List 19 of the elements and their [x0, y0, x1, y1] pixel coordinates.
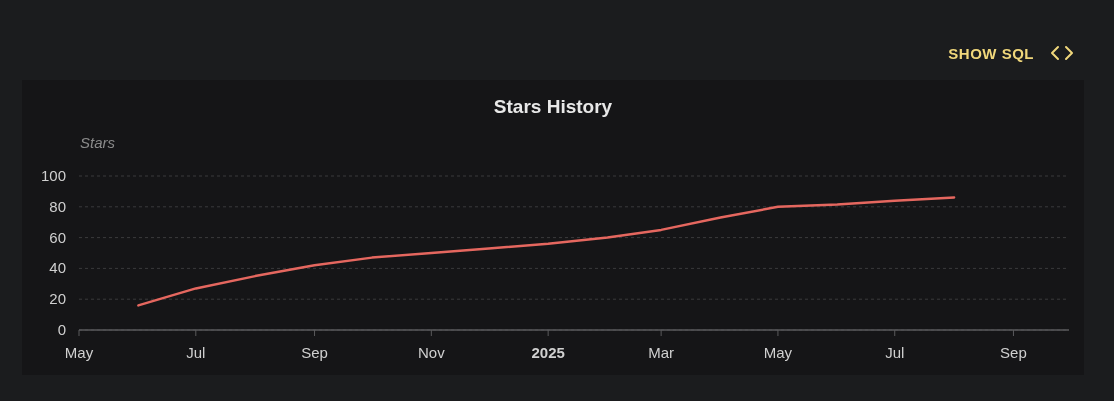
x-tick-label: Sep [1000, 344, 1027, 361]
y-tick-label: 0 [57, 321, 66, 338]
x-tick-label: Sep [301, 344, 328, 361]
x-tick-label: 2025 [531, 344, 565, 361]
line-series [137, 196, 956, 307]
y-tick-label: 100 [40, 167, 66, 184]
y-tick-label: 80 [49, 197, 66, 215]
x-tick-label: Jul [186, 344, 206, 361]
x-tick-label: May [763, 344, 793, 361]
x-tick-label: Mar [648, 344, 675, 361]
y-tick-label: 40 [49, 259, 66, 277]
chart-title: Stars History [493, 96, 613, 117]
y-axis-title: Stars [80, 134, 116, 151]
y-tick-label: 20 [49, 290, 66, 308]
x-tick-label: Nov [418, 344, 446, 361]
text: SHOW SQL [948, 45, 1034, 62]
x-tick-label: May [64, 344, 94, 361]
x-tick-label: Jul [885, 344, 905, 361]
y-tick-label: 60 [49, 228, 66, 246]
